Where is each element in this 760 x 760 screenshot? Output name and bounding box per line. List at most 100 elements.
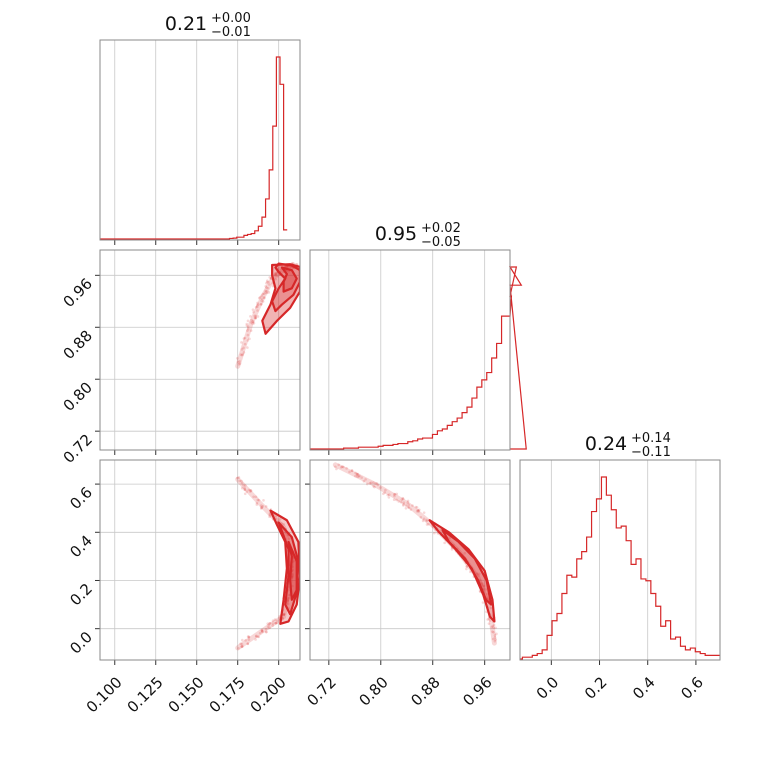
sample-point: [356, 475, 359, 479]
sample-point: [239, 353, 243, 356]
sample-point: [258, 295, 262, 299]
sample-point: [241, 645, 244, 648]
sample-point: [425, 519, 429, 523]
x-tick-label: 0.88: [407, 673, 443, 709]
sample-point: [240, 486, 244, 490]
sample-point: [260, 506, 263, 509]
sample-point: [259, 302, 263, 306]
sample-point: [291, 572, 294, 576]
sample-point: [240, 348, 244, 351]
sample-point: [240, 341, 243, 344]
sample-point: [465, 565, 469, 568]
sample-point: [395, 492, 399, 496]
sample-point: [257, 296, 261, 300]
sample-point: [407, 503, 411, 507]
sample-point: [282, 612, 286, 616]
density-marks: [235, 476, 300, 651]
sample-point: [393, 494, 396, 498]
sample-point: [260, 630, 264, 633]
sample-point: [265, 286, 268, 289]
sample-point: [259, 507, 263, 510]
sample-point: [407, 506, 411, 509]
sample-point: [252, 495, 255, 499]
sample-point: [397, 500, 401, 503]
sample-point: [350, 469, 354, 473]
sample-point: [275, 621, 279, 625]
sample-point: [443, 541, 446, 545]
title-minus-error: −0.05: [421, 235, 461, 250]
sample-point: [491, 624, 495, 628]
sample-point: [265, 289, 268, 293]
sample-point: [364, 478, 367, 481]
contour-level-2: [261, 263, 300, 335]
sample-point: [409, 508, 413, 511]
sample-point: [406, 499, 410, 503]
sample-point: [260, 629, 264, 632]
title-plus-error: +0.14: [631, 431, 671, 446]
sample-point: [383, 491, 387, 494]
sample-point: [492, 626, 495, 629]
sample-point: [266, 622, 270, 625]
sample-point: [266, 279, 269, 282]
sample-point: [427, 522, 430, 526]
sample-point: [256, 309, 259, 312]
sample-point: [376, 483, 380, 487]
x-tick-label: 0.4: [629, 673, 659, 703]
sample-point: [242, 351, 246, 354]
density-marks: [332, 462, 498, 646]
sample-point: [243, 488, 246, 491]
density-marks: [235, 261, 300, 369]
sample-point: [246, 333, 250, 337]
sample-point: [253, 314, 256, 318]
sample-point: [360, 476, 363, 479]
sample-point: [487, 622, 491, 625]
sample-point: [286, 600, 289, 603]
sample-point: [255, 501, 259, 505]
sample-point: [240, 479, 243, 483]
sample-point: [425, 518, 428, 522]
panel-frame: [519, 459, 721, 661]
sample-point: [417, 510, 420, 513]
sample-point: [264, 627, 268, 631]
panel-title: 0.95: [375, 223, 417, 245]
sample-point: [246, 642, 250, 645]
sample-point: [481, 582, 484, 586]
sample-point: [246, 319, 250, 323]
sample-point: [402, 503, 405, 506]
sample-point: [463, 551, 467, 555]
sample-point: [249, 329, 253, 332]
sample-point: [258, 631, 262, 635]
sample-point: [379, 486, 382, 489]
sample-point: [345, 467, 348, 470]
y-tick-label: 0.4: [66, 532, 96, 562]
sample-point: [249, 490, 252, 493]
title-plus-error: +0.02: [421, 221, 461, 236]
sample-point: [254, 316, 258, 320]
sample-point: [240, 645, 244, 648]
contour-level-3: [280, 266, 298, 293]
sample-point: [255, 634, 258, 638]
sample-point: [475, 572, 479, 575]
sample-point: [368, 481, 372, 485]
sample-point: [247, 488, 251, 492]
sample-point: [282, 613, 286, 617]
sample-point: [334, 465, 337, 469]
sample-point: [262, 499, 265, 502]
sample-point: [246, 329, 249, 332]
sample-point: [251, 308, 255, 312]
sample-point: [267, 623, 271, 627]
sample-point: [375, 482, 379, 485]
sample-point: [267, 291, 271, 294]
hist-panel-3: 0.0 0.2 0.4 0.6 0.24 +0.14−0.11: [519, 431, 721, 703]
panel-title: 0.24: [585, 433, 627, 455]
sample-point: [492, 623, 496, 627]
sample-point: [273, 273, 277, 277]
y-tick-label: 0.6: [66, 483, 96, 513]
density-panel-1: 0.72 0.80 0.88 0.96: [60, 249, 301, 467]
x-tick-label: 0.2: [581, 673, 611, 703]
y-tick-label: 0.88: [60, 327, 96, 363]
sample-point: [235, 357, 239, 360]
sample-point: [384, 488, 387, 492]
